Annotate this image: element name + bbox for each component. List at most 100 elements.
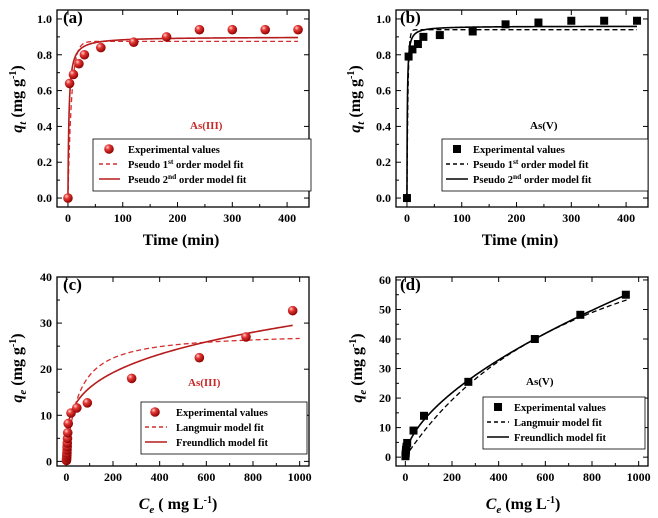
panel-c: 0 200 400 600 800 1000 0 10 20 30 40 (c) As(III) C… [8,270,312,516]
panel-a: 0 100 200 300 400 0.0 0.2 0.4 0.6 0.8 1.0 (a) As(I… [8,8,312,249]
data-point-b [419,32,428,41]
legend-text-freundlich-d: Freundlich model fit [514,433,606,444]
data-point-c [126,373,137,384]
data-point-a [64,78,75,89]
x-axis-title-b: Time (min) [482,232,559,249]
legend-marker-experimental-c [150,407,160,417]
y-axis-superscript-c: -1 [8,339,19,347]
y-tick-label-d: 0 [385,450,391,464]
x-tick-label-a: 0 [65,211,71,225]
solid-fit-curve-b [406,25,638,199]
y-tick-label-d: 30 [379,362,391,376]
legend-text-pso-b-sup: nd [513,172,522,181]
x-tick-label-d: 0 [402,470,408,484]
x-tick-label-b: 400 [617,211,635,225]
legend-text-pfo-a-post: order model fit [173,160,244,171]
legend-text-pfo-a: Pseudo 1st order model fit [128,157,244,171]
data-point-a [63,193,73,203]
x-tick-label-d: 200 [443,470,461,484]
y-axis-close-a: ) [9,65,26,70]
y-axis-units-d: (mg g [349,347,366,390]
legend-text-pso-a-post: order model fit [176,175,247,186]
legend-box-d [482,396,646,450]
x-tick-label-c: 200 [104,470,122,484]
data-point-d [420,411,428,420]
data-point-b [413,40,422,49]
legend-text-pfo-a-sup: st [168,157,174,166]
x-axis-title-c: Ce ( mg L-1) [139,495,218,516]
y-axis-units-b: (mg g [347,79,364,122]
y-axis-symbol-d: q [349,395,366,403]
y-axis-close-c: ) [9,333,26,338]
x-axis-close-d: ) [555,496,560,513]
x-tick-label-c: 400 [151,470,169,484]
legend-text-pso-b: Pseudo 2nd order model fit [473,172,592,186]
data-point-c [241,332,251,342]
legend-text-pso-b-pre: Pseudo 2 [473,175,513,186]
data-point-b [404,52,413,61]
x-tick-label-d: 600 [536,470,554,484]
x-tick-label-b: 200 [508,211,526,225]
legend-text-pfo-b-sup: st [513,157,519,166]
legend-text-pfo-b-post: order model fit [518,160,589,171]
legend-box-b [441,138,649,192]
x-tick-label-b: 0 [404,211,410,225]
y-tick-label-c: 40 [40,270,52,284]
x-axis-close-c: ) [212,496,217,513]
panel-label-c: (c) [63,275,82,294]
y-tick-label-a: 0.4 [37,119,52,133]
x-axis-symbol-c: C [139,496,150,513]
y-axis-superscript-a: -1 [8,71,19,79]
x-tick-label-c: 0 [63,470,69,484]
data-point-a [227,24,238,35]
data-point-d [530,335,539,344]
y-tick-label-d: 50 [379,302,391,316]
data-point-a [79,49,90,60]
species-label-d: As(V) [526,376,554,388]
panel-label-b: (b) [400,8,421,27]
legend-c: Experimental values Langmuir model fit F… [140,401,308,455]
data-point-c [72,403,82,413]
x-tick-label-a: 400 [278,211,296,225]
x-tick-label-a: 100 [114,211,132,225]
y-axis-superscript-d: -1 [348,339,359,347]
data-point-d [464,377,473,386]
legend-text-pfo-a-pre: Pseudo 1 [128,160,168,171]
y-tick-label-a: 0.6 [37,84,52,98]
legend-text-pso-a-pre: Pseudo 2 [128,175,168,186]
legend-marker-experimental-d [494,403,502,411]
x-tick-label-b: 100 [453,211,471,225]
data-point-b [534,18,543,27]
data-point-a [293,24,303,35]
panel-label-d: (d) [400,275,421,294]
data-point-a [74,58,84,69]
data-point-b [633,16,642,25]
data-point-a [128,37,139,48]
data-point-a [194,24,205,35]
y-axis-units-c: (mg g [9,347,26,390]
data-point-c [62,428,73,438]
legend-text-experimental-a: Experimental values [128,145,220,156]
y-axis-symbol-a: q [9,125,26,133]
y-tick-label-b: 0.8 [376,48,391,62]
legend-text-pso-b-post: order model fit [521,175,592,186]
species-label-a: As(III) [190,120,223,132]
legend-text-experimental-d: Experimental values [514,403,606,414]
legend-text-pso-a-sup: nd [168,172,177,181]
y-axis-subscript-d: e [357,390,369,395]
legend-text-langmuir-d: Langmuir model fit [514,418,602,429]
y-tick-label-a: 1.0 [37,12,52,26]
legend-text-pfo-b: Pseudo 1st order model fit [473,157,589,171]
x-tick-label-d: 800 [583,470,601,484]
species-label-b: As(V) [530,120,558,132]
legend-text-pso-a: Pseudo 2nd order model fit [128,172,247,186]
data-point-c [194,352,205,363]
legend-box-c [140,401,308,455]
plot-area-c: 0 200 400 600 800 1000 0 10 20 30 40 [40,270,312,484]
species-label-c: As(III) [188,377,221,389]
y-axis-title-d: qe (mg g-1) [348,333,369,402]
panel-d: 0 200 400 600 800 1000 0 10 20 30 40 50 60 (d) As(V)… [348,273,651,516]
data-point-c [63,418,73,429]
y-tick-label-d: 10 [379,421,391,435]
